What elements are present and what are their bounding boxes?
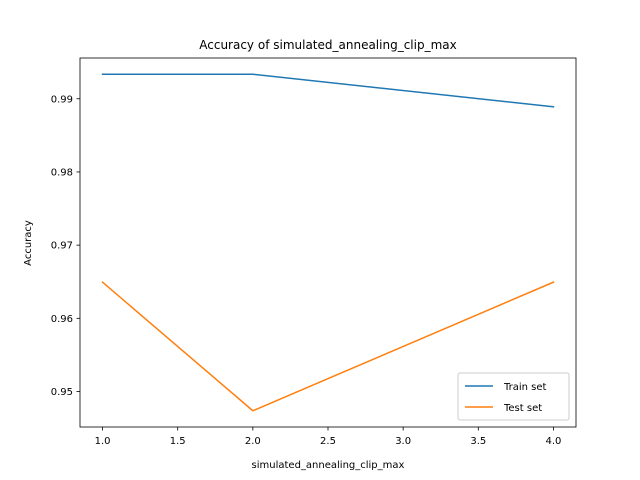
y-tick-label: 0.97 [51,241,73,252]
y-axis-ticks: 0.95 0.96 0.97 0.98 0.99 [51,94,80,398]
x-tick-label: 1.5 [170,436,186,447]
x-tick-label: 3.5 [470,436,486,447]
x-tick-label: 3.0 [395,436,411,447]
series-layer [101,73,555,412]
y-tick-label: 0.95 [51,387,73,398]
series-line-train [101,73,555,108]
y-tick-label: 0.99 [51,94,73,105]
chart-title: Accuracy of simulated_annealing_clip_max [199,38,456,52]
x-axis-label: simulated_annealing_clip_max [252,460,405,471]
legend-label-test: Test set [503,403,542,414]
x-axis-ticks: 1.0 1.5 2.0 2.5 3.0 3.5 4.0 [95,427,562,447]
legend-label-train: Train set [503,382,547,393]
legend: Train set Test set [457,372,570,421]
x-tick-label: 2.5 [320,436,336,447]
y-tick-label: 0.98 [51,167,73,178]
x-tick-label: 1.0 [95,436,111,447]
series-line-test [101,281,555,412]
y-axis-label: Accuracy [23,220,34,266]
x-tick-label: 2.0 [245,436,261,447]
y-tick-label: 0.96 [51,314,73,325]
x-tick-label: 4.0 [546,436,562,447]
legend-box [457,372,570,421]
